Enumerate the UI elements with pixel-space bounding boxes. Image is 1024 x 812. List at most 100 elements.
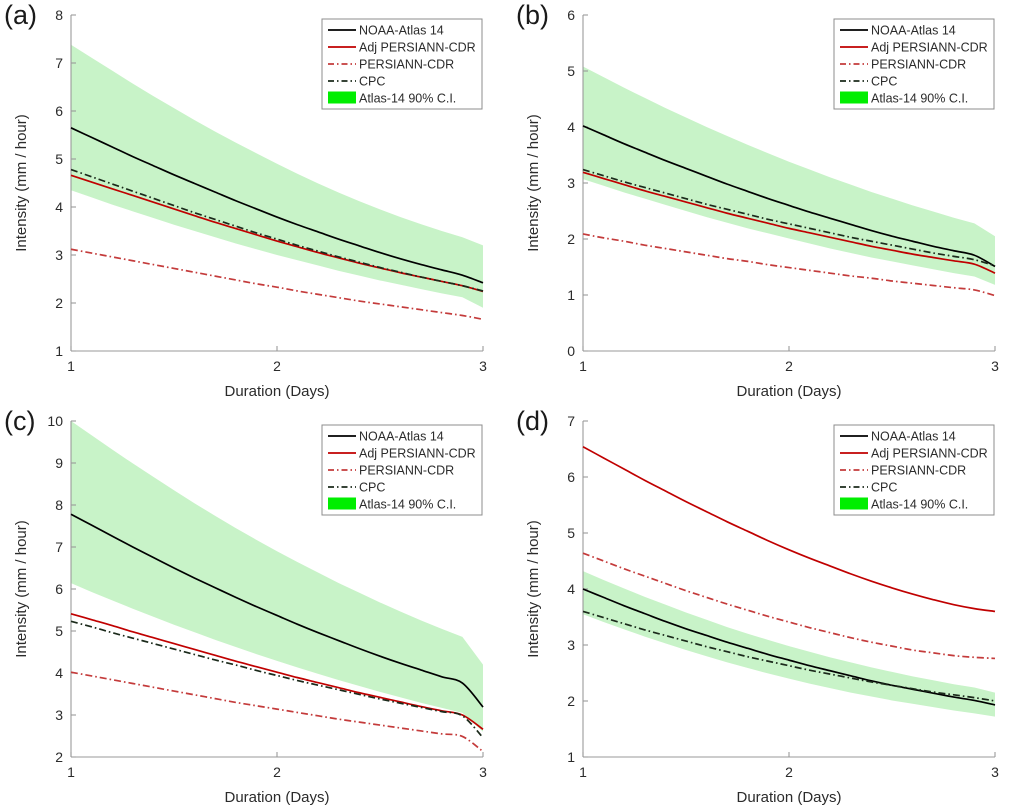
x-axis-ticks: 1 2 3 <box>579 346 999 374</box>
y-tick-label: 5 <box>55 151 63 167</box>
x-axis-title: Duration (Days) <box>736 789 841 806</box>
x-tick-label: 2 <box>273 764 281 780</box>
x-tick-label: 2 <box>273 358 281 374</box>
x-tick-label: 2 <box>785 358 793 374</box>
y-tick-label: 6 <box>55 103 63 119</box>
legend: NOAA-Atlas 14 Adj PERSIANN-CDR PERSIANN-CD… <box>833 424 995 516</box>
panel-label: (b) <box>516 0 549 30</box>
x-tick-label: 3 <box>991 764 999 780</box>
legend-label: NOAA-Atlas 14 <box>871 24 956 38</box>
legend-label: Adj PERSIANN-CDR <box>871 41 988 55</box>
legend-item: PERSIANN-CDR <box>328 58 454 72</box>
panel-label: (d) <box>516 406 549 436</box>
y-tick-label: 8 <box>55 7 63 23</box>
legend-label: NOAA-Atlas 14 <box>359 430 444 444</box>
y-axis-ticks: 1 2 3 4 5 6 7 8 <box>55 7 76 359</box>
legend-swatch-ci-patch <box>840 497 868 510</box>
y-axis-ticks: 1 2 3 4 5 6 7 <box>567 413 588 765</box>
y-tick-label: 3 <box>55 247 63 263</box>
y-tick-label: 9 <box>55 455 63 471</box>
y-tick-label: 10 <box>47 413 63 429</box>
series-line-cpc <box>582 610 996 702</box>
legend-item: PERSIANN-CDR <box>328 464 454 478</box>
legend-swatch-ci-patch <box>328 497 356 510</box>
legend-label: NOAA-Atlas 14 <box>871 430 956 444</box>
confidence-interval-band <box>71 44 483 308</box>
legend-item: NOAA-Atlas 14 <box>840 430 956 444</box>
y-tick-label: 4 <box>567 119 575 135</box>
y-axis-title: Intensity (mm / hour) <box>525 520 542 658</box>
y-tick-label: 6 <box>55 581 63 597</box>
y-axis-ticks: 0 1 2 3 4 5 6 <box>567 7 588 359</box>
legend-label: Atlas-14 90% C.I. <box>871 92 968 106</box>
series-line-cpc <box>582 168 996 267</box>
legend: NOAA-Atlas 14 Adj PERSIANN-CDR PERSIANN-CD… <box>321 18 483 110</box>
y-tick-label: 3 <box>567 637 575 653</box>
x-axis-title: Duration (Days) <box>224 383 329 400</box>
x-axis-title: Duration (Days) <box>224 789 329 806</box>
y-tick-label: 4 <box>567 581 575 597</box>
series-line-adj-persiann-cdr <box>582 171 996 274</box>
legend-label: CPC <box>871 75 897 89</box>
legend-item: PERSIANN-CDR <box>840 464 966 478</box>
y-tick-label: 5 <box>567 525 575 541</box>
x-tick-label: 2 <box>785 764 793 780</box>
legend-label: PERSIANN-CDR <box>359 464 454 478</box>
y-tick-label: 3 <box>55 707 63 723</box>
y-axis-title: Intensity (mm / hour) <box>525 114 542 252</box>
legend-label: NOAA-Atlas 14 <box>359 24 444 38</box>
y-tick-label: 6 <box>567 7 575 23</box>
confidence-interval-band <box>583 571 995 717</box>
legend-item: CPC <box>328 75 385 89</box>
y-tick-label: 8 <box>55 497 63 513</box>
y-tick-label: 1 <box>55 343 63 359</box>
y-tick-label: 3 <box>567 175 575 191</box>
x-tick-label: 3 <box>479 764 487 780</box>
series-line-noaa-atlas-14 <box>582 588 996 706</box>
x-tick-label: 1 <box>579 358 587 374</box>
chart-panel-b: (b) 0 1 2 3 4 5 6 1 2 3 Duration (Days) Intensity (m… <box>512 0 1024 406</box>
legend: NOAA-Atlas 14 Adj PERSIANN-CDR PERSIANN-CD… <box>833 18 995 110</box>
legend-item: Atlas-14 90% C.I. <box>328 91 456 106</box>
y-tick-label: 2 <box>567 231 575 247</box>
y-tick-label: 7 <box>55 539 63 555</box>
legend-label: CPC <box>359 481 385 495</box>
chart-panel-a: (a) 1 2 3 4 5 6 7 8 1 2 3 Duration (Days) Intensity (… <box>0 0 512 406</box>
x-axis-title: Duration (Days) <box>736 383 841 400</box>
legend-item: NOAA-Atlas 14 <box>328 24 444 38</box>
legend-item: Adj PERSIANN-CDR <box>840 41 988 55</box>
legend-label: CPC <box>359 75 385 89</box>
legend-label: PERSIANN-CDR <box>871 58 966 72</box>
chart-panel-d: (d) 1 2 3 4 5 6 7 1 2 3 Duration (Days) Intensity (m… <box>512 406 1024 812</box>
y-tick-label: 0 <box>567 343 575 359</box>
legend-item: PERSIANN-CDR <box>840 58 966 72</box>
y-tick-label: 2 <box>55 295 63 311</box>
legend-swatch-ci-patch <box>328 91 356 104</box>
series-line-adj-persiann-cdr <box>70 612 484 730</box>
series-line-noaa-atlas-14 <box>70 513 484 708</box>
y-axis-title: Intensity (mm / hour) <box>13 520 30 658</box>
legend-label: Adj PERSIANN-CDR <box>871 447 988 461</box>
series-line-noaa-atlas-14 <box>70 127 484 284</box>
legend-item: NOAA-Atlas 14 <box>328 430 444 444</box>
legend-label: PERSIANN-CDR <box>359 58 454 72</box>
legend-item: CPC <box>328 481 385 495</box>
legend-label: CPC <box>871 481 897 495</box>
legend-item: Adj PERSIANN-CDR <box>840 447 988 461</box>
y-axis-ticks: 2 3 4 5 6 7 8 9 10 <box>47 413 76 765</box>
confidence-interval-band <box>71 421 483 732</box>
data-series-group <box>582 446 996 706</box>
x-tick-label: 3 <box>479 358 487 374</box>
y-tick-label: 6 <box>567 469 575 485</box>
legend-label: Atlas-14 90% C.I. <box>359 498 456 512</box>
series-line-persiann-cdr <box>70 248 484 321</box>
legend-item: CPC <box>840 75 897 89</box>
y-tick-label: 1 <box>567 749 575 765</box>
y-tick-label: 7 <box>567 413 575 429</box>
legend-item: Adj PERSIANN-CDR <box>328 447 476 461</box>
x-axis-ticks: 1 2 3 <box>67 346 487 374</box>
data-series-group <box>70 127 484 321</box>
y-tick-label: 2 <box>55 749 63 765</box>
panel-label: (a) <box>4 0 37 30</box>
